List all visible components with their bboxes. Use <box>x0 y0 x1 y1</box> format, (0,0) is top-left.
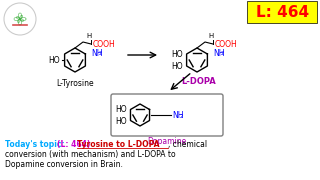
Text: L: 464: L: 464 <box>256 4 309 19</box>
FancyBboxPatch shape <box>247 1 317 23</box>
Text: NH: NH <box>213 49 225 58</box>
Text: 2: 2 <box>221 51 225 56</box>
Text: (L: 464): (L: 464) <box>57 140 93 149</box>
Text: COOH: COOH <box>215 39 238 48</box>
Text: NH: NH <box>91 49 102 58</box>
Text: COOH: COOH <box>93 39 116 48</box>
Text: 2: 2 <box>180 114 183 120</box>
Text: HO: HO <box>172 62 183 71</box>
Text: Dopamine: Dopamine <box>148 137 187 146</box>
Text: HO: HO <box>116 105 127 114</box>
Text: H: H <box>208 33 214 39</box>
Text: 2: 2 <box>99 51 102 56</box>
Text: conversion (with mechanism) and L-DOPA to: conversion (with mechanism) and L-DOPA t… <box>5 150 176 159</box>
Text: HO: HO <box>48 55 60 64</box>
Text: Dopamine conversion in Brain.: Dopamine conversion in Brain. <box>5 160 123 169</box>
FancyBboxPatch shape <box>111 94 223 136</box>
Text: H: H <box>86 33 92 39</box>
Text: NH: NH <box>172 111 183 120</box>
Text: Today's topic:: Today's topic: <box>5 140 67 149</box>
Text: , chemical: , chemical <box>168 140 207 149</box>
Text: HO: HO <box>116 116 127 125</box>
Text: L-DOPA: L-DOPA <box>182 77 216 86</box>
Text: L-Tyrosine: L-Tyrosine <box>56 79 94 88</box>
Text: Tyrosine to L-DOPA: Tyrosine to L-DOPA <box>77 140 159 149</box>
Text: HO: HO <box>172 50 183 59</box>
